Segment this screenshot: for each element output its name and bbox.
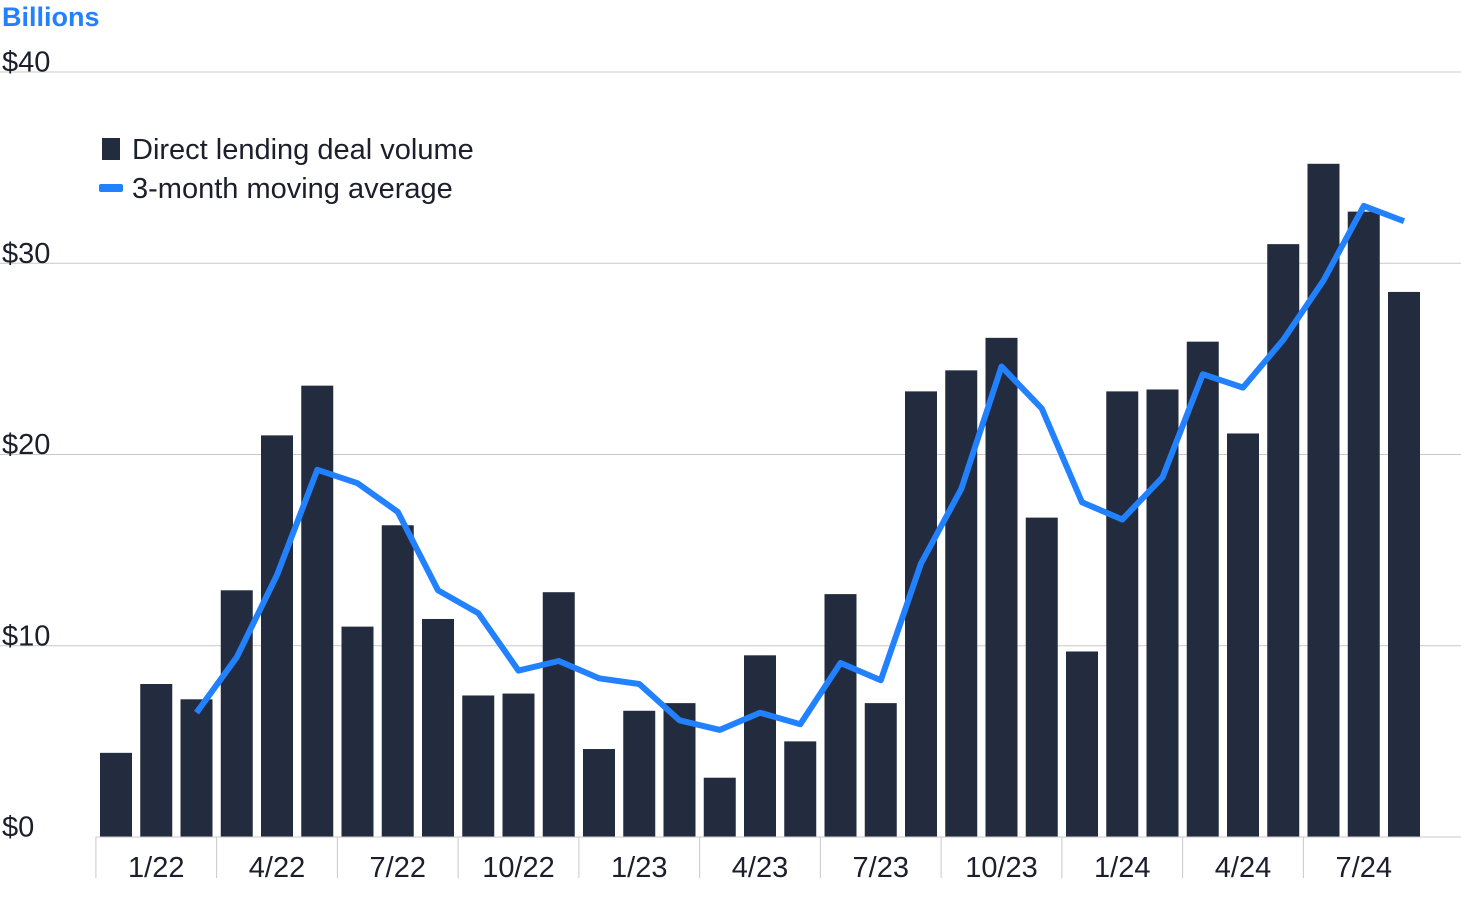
bar xyxy=(341,626,374,837)
bar xyxy=(381,525,414,837)
x-tick-label: 10/22 xyxy=(482,852,555,884)
bar xyxy=(1267,244,1300,837)
bar xyxy=(502,693,535,837)
bar xyxy=(1025,517,1058,837)
x-tick-label: 4/23 xyxy=(732,852,788,884)
bar xyxy=(261,435,293,837)
bar xyxy=(1186,341,1219,837)
legend-line-label: 3-month moving average xyxy=(132,173,453,205)
x-tick-label: 7/22 xyxy=(370,852,426,884)
bar xyxy=(1388,291,1420,837)
bar xyxy=(824,594,857,837)
bar xyxy=(623,710,656,837)
x-tick-label: 4/22 xyxy=(249,852,305,884)
y-tick-label: $0 xyxy=(2,812,34,844)
y-tick-label: $40 xyxy=(2,47,50,79)
x-tick-label: 7/24 xyxy=(1336,852,1392,884)
bar xyxy=(220,590,253,837)
x-tick-label: 1/24 xyxy=(1094,852,1150,884)
moving-average-polyline xyxy=(194,202,1406,733)
x-tick-label: 1/22 xyxy=(128,852,184,884)
x-tick-label: 4/24 xyxy=(1215,852,1271,884)
y-tick-label: $10 xyxy=(2,620,50,652)
bar xyxy=(180,699,213,837)
bar xyxy=(703,777,736,837)
bar xyxy=(1227,433,1259,837)
bar xyxy=(864,703,897,837)
bar xyxy=(1066,651,1098,837)
bar xyxy=(140,684,173,837)
bars xyxy=(100,163,1420,838)
bar xyxy=(100,752,132,837)
bar xyxy=(462,695,495,837)
bar xyxy=(1347,211,1380,838)
legend-bar-swatch xyxy=(102,138,120,160)
bar xyxy=(583,749,615,837)
bar xyxy=(945,370,978,837)
y-tick-label: $20 xyxy=(2,429,50,461)
y-tick-labels: $0 $10 $20 $30 $40 xyxy=(2,47,50,844)
bar xyxy=(542,592,575,837)
x-tick-label: 7/23 xyxy=(853,852,909,884)
x-tick-label: 10/23 xyxy=(965,852,1038,884)
bar xyxy=(1146,389,1179,837)
y-axis-unit-label: Billions xyxy=(2,2,100,32)
x-tick-label: 1/23 xyxy=(611,852,667,884)
bar xyxy=(1106,391,1139,837)
legend-line-swatch xyxy=(99,184,123,192)
moving-average-line xyxy=(194,202,1406,733)
bar xyxy=(905,391,937,837)
bar xyxy=(784,741,817,837)
y-tick-label: $30 xyxy=(2,238,50,270)
bar xyxy=(985,337,1018,837)
bar xyxy=(744,655,776,837)
bar xyxy=(301,385,334,837)
x-axis: 1/22 4/22 7/22 10/22 1/23 4/23 7/23 10/23 1/24 4/… xyxy=(95,836,1461,884)
legend: Direct lending deal volume 3-month movin… xyxy=(99,134,474,205)
legend-bar-label: Direct lending deal volume xyxy=(132,134,474,166)
bar xyxy=(422,618,454,837)
